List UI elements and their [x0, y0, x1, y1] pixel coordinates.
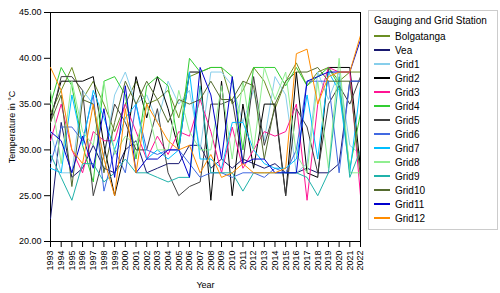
svg-text:25.00: 25.00 — [19, 191, 42, 201]
html-text:Grid2: Grid2 — [395, 72, 420, 84]
svg-text:2020: 2020 — [334, 251, 344, 271]
svg-text:1996: 1996 — [77, 251, 87, 271]
svg-text:2019: 2019 — [323, 251, 333, 271]
html-text:Grid12: Grid12 — [395, 212, 425, 224]
svg-text:1994: 1994 — [56, 251, 66, 271]
svg-text:1997: 1997 — [88, 251, 98, 271]
svg-text:2003: 2003 — [152, 251, 162, 271]
svg-text:2009: 2009 — [216, 251, 226, 271]
svg-text:35.00: 35.00 — [19, 99, 42, 109]
html-text:Bolgatanga: Bolgatanga — [395, 30, 446, 42]
html-text:Grid1: Grid1 — [395, 58, 420, 70]
svg-text:30.00: 30.00 — [19, 145, 42, 155]
svg-text:2013: 2013 — [259, 251, 269, 271]
svg-text:2006: 2006 — [184, 251, 194, 271]
svg-text:2015: 2015 — [281, 251, 291, 271]
html-text:Vea: Vea — [395, 44, 413, 56]
svg-text:2012: 2012 — [248, 251, 258, 271]
svg-text:2002: 2002 — [142, 251, 152, 271]
svg-text:40.00: 40.00 — [19, 53, 42, 63]
html-text:Gauging and Grid Station: Gauging and Grid Station — [374, 15, 487, 26]
svg-text:2007: 2007 — [195, 251, 205, 271]
html-text:Grid8: Grid8 — [395, 156, 420, 168]
svg-text:2021: 2021 — [345, 251, 355, 271]
svg-text:2010: 2010 — [227, 251, 237, 271]
svg-text:2014: 2014 — [270, 251, 280, 271]
svg-text:1999: 1999 — [110, 251, 120, 271]
html-text:Grid5: Grid5 — [395, 114, 420, 126]
html-text:Grid10: Grid10 — [395, 184, 425, 196]
svg-text:2011: 2011 — [238, 251, 248, 270]
svg-text:2016: 2016 — [291, 251, 301, 271]
html-text:Grid7: Grid7 — [395, 142, 420, 154]
html-text:Grid9: Grid9 — [395, 170, 420, 182]
svg-text:2004: 2004 — [163, 251, 173, 271]
svg-text:1998: 1998 — [99, 251, 109, 271]
svg-text:Year: Year — [196, 280, 214, 290]
html-text:Grid4: Grid4 — [395, 100, 420, 112]
svg-text:2001: 2001 — [131, 251, 141, 271]
svg-text:2017: 2017 — [302, 251, 312, 271]
svg-text:2018: 2018 — [313, 251, 323, 271]
svg-text:Temperature in °C: Temperature in °C — [7, 90, 17, 163]
svg-text:1995: 1995 — [67, 251, 77, 271]
svg-text:2000: 2000 — [120, 251, 130, 271]
html-text:Grid11: Grid11 — [395, 198, 425, 210]
svg-text:20.00: 20.00 — [19, 236, 42, 246]
html-text:Grid3: Grid3 — [395, 86, 420, 98]
html-text:Grid6: Grid6 — [395, 128, 420, 140]
svg-text:2008: 2008 — [206, 251, 216, 271]
svg-text:2005: 2005 — [174, 251, 184, 271]
svg-text:45.00: 45.00 — [19, 7, 42, 17]
svg-text:1993: 1993 — [45, 251, 55, 271]
svg-text:2022: 2022 — [355, 251, 365, 271]
